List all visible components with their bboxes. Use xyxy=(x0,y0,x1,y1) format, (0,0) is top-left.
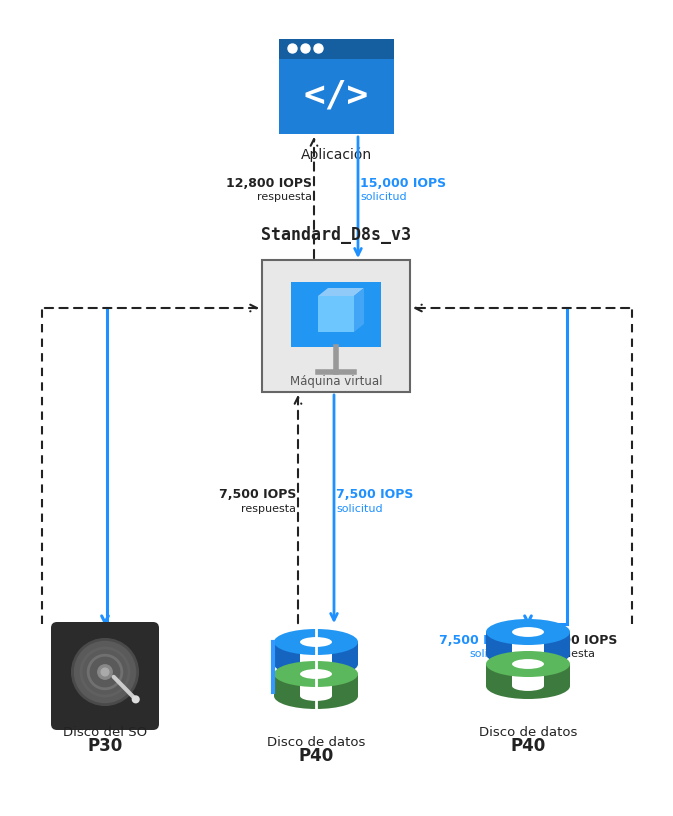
Ellipse shape xyxy=(300,659,332,669)
Circle shape xyxy=(73,640,138,705)
Text: P40: P40 xyxy=(510,737,546,755)
Ellipse shape xyxy=(300,669,332,679)
Polygon shape xyxy=(512,632,544,654)
FancyBboxPatch shape xyxy=(291,282,381,347)
Polygon shape xyxy=(300,674,332,696)
Ellipse shape xyxy=(486,673,570,699)
Ellipse shape xyxy=(512,627,544,637)
Text: 12,800 IOPS: 12,800 IOPS xyxy=(226,177,312,190)
Text: solicitud: solicitud xyxy=(336,504,383,514)
Ellipse shape xyxy=(274,651,358,677)
Text: Disco de datos: Disco de datos xyxy=(479,725,577,738)
Ellipse shape xyxy=(274,683,358,709)
FancyBboxPatch shape xyxy=(51,622,159,730)
Polygon shape xyxy=(486,632,570,654)
Text: respuesta: respuesta xyxy=(257,193,312,202)
FancyBboxPatch shape xyxy=(262,260,410,392)
Ellipse shape xyxy=(300,691,332,701)
Circle shape xyxy=(301,44,310,53)
Polygon shape xyxy=(318,288,364,296)
FancyBboxPatch shape xyxy=(279,38,394,134)
Circle shape xyxy=(133,696,139,703)
Ellipse shape xyxy=(486,641,570,667)
Ellipse shape xyxy=(512,681,544,691)
Text: Máquina virtual: Máquina virtual xyxy=(290,375,382,388)
Text: Aplicación: Aplicación xyxy=(300,148,371,162)
Text: P30: P30 xyxy=(87,737,122,755)
Text: Standard_D8s_v3: Standard_D8s_v3 xyxy=(261,226,411,244)
Ellipse shape xyxy=(486,619,570,645)
Text: 15,000 IOPS: 15,000 IOPS xyxy=(360,177,446,190)
Polygon shape xyxy=(274,642,358,664)
Ellipse shape xyxy=(300,637,332,647)
Text: 7,500 IOPS: 7,500 IOPS xyxy=(439,633,516,646)
Text: </>: </> xyxy=(304,78,369,113)
Text: solicitud: solicitud xyxy=(469,649,516,659)
Text: Disco del SO: Disco del SO xyxy=(63,725,147,738)
Ellipse shape xyxy=(486,651,570,677)
Circle shape xyxy=(288,44,297,53)
Circle shape xyxy=(101,668,109,676)
Text: 7,500 IOPS: 7,500 IOPS xyxy=(336,489,413,502)
Polygon shape xyxy=(354,288,364,332)
Polygon shape xyxy=(512,664,544,686)
Text: respuesta: respuesta xyxy=(540,649,595,659)
Text: 7,500 IOPS: 7,500 IOPS xyxy=(219,489,296,502)
Text: solicitud: solicitud xyxy=(360,193,406,202)
Ellipse shape xyxy=(512,659,544,669)
Polygon shape xyxy=(318,296,354,332)
Circle shape xyxy=(98,665,112,679)
Text: Disco de datos: Disco de datos xyxy=(267,735,365,748)
Ellipse shape xyxy=(274,661,358,687)
Text: respuesta: respuesta xyxy=(241,504,296,514)
FancyBboxPatch shape xyxy=(279,38,394,59)
Text: P40: P40 xyxy=(298,747,334,765)
Polygon shape xyxy=(486,664,570,686)
Ellipse shape xyxy=(512,649,544,659)
Text: 7,500 IOPS: 7,500 IOPS xyxy=(540,633,617,646)
Polygon shape xyxy=(300,642,332,664)
Polygon shape xyxy=(274,674,358,696)
Circle shape xyxy=(314,44,323,53)
Ellipse shape xyxy=(274,629,358,655)
